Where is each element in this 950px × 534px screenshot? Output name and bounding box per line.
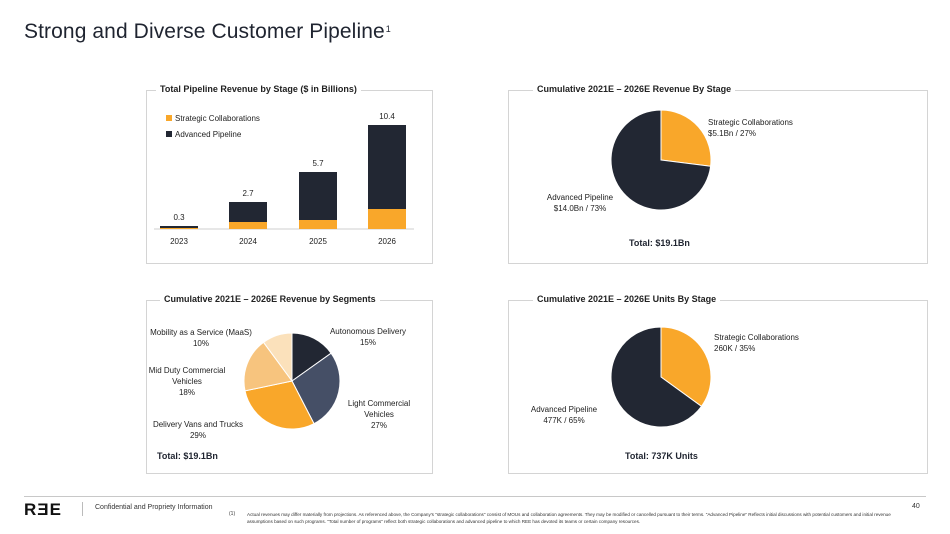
legend-swatch-strategic [166, 115, 172, 121]
segments-pie-slice-mobility-as-a-service-maas [262, 332, 293, 383]
bar-chart-title: Total Pipeline Revenue by Stage ($ in Bi… [156, 84, 361, 94]
bar-2025-advanced [299, 172, 337, 220]
x-tick-label-2024: 2024 [239, 237, 257, 246]
units-pie-total: Total: 737K Units [625, 451, 698, 461]
x-tick-label-2025: 2025 [309, 237, 327, 246]
units-pie-slice-advanced-pipeline [610, 326, 703, 428]
bar-chart: Strategic Collaborations Advanced Pipeli… [154, 112, 414, 246]
segments-pie-slice-mid-duty-commercial-vehicles [243, 341, 293, 392]
segments-pie-title: Cumulative 2021E – 2026E Revenue by Segm… [160, 294, 380, 304]
segments-pie-slice-light-commercial-vehicles [291, 352, 341, 425]
x-tick-label-2026: 2026 [378, 237, 396, 246]
page-title: Strong and Diverse Customer Pipeline1 [24, 20, 391, 43]
units-pie [610, 326, 712, 428]
units-pie-label-advanced: Advanced Pipeline 477K / 65% [530, 405, 598, 425]
bar-2026-advanced [368, 125, 406, 209]
stage-pie-slice-strategic-collaborations [660, 109, 712, 167]
stage-pie-panel [508, 90, 928, 264]
logo-separator [82, 502, 83, 516]
bar-2026-strategic [368, 209, 406, 229]
bar-2024-strategic [229, 222, 267, 229]
stage-pie-label-advanced: Advanced Pipeline $14.0Bn / 73% [546, 193, 614, 213]
units-pie-panel [508, 300, 928, 474]
title-footnote-marker: 1 [385, 24, 391, 34]
bar-total-label-2026: 10.4 [379, 112, 395, 121]
stage-pie-total: Total: $19.1Bn [629, 238, 690, 248]
page-number: 40 [912, 503, 920, 510]
ree-logo: RƎE [24, 500, 62, 519]
segment-label-maas: Mobility as a Service (MaaS) 10% [150, 328, 252, 348]
segment-label-mid-duty: Mid Duty Commercial Vehicles 18% [148, 366, 226, 397]
x-tick-label-2023: 2023 [170, 237, 188, 246]
segment-label-delivery-vans: Delivery Vans and Trucks 29% [152, 420, 244, 440]
segment-label-light-commercial: Light Commercial Vehicles 27% [347, 399, 411, 430]
footnote-text: Actual revenues may differ materially fr… [247, 512, 891, 524]
bar-2023-strategic [160, 228, 198, 229]
bar-2025-strategic [299, 220, 337, 229]
units-pie-slice-strategic-collaborations [660, 326, 712, 408]
stage-pie-slice-advanced-pipeline [610, 109, 712, 211]
bar-2024-advanced [229, 202, 267, 222]
segments-pie [243, 332, 341, 430]
footer-divider [24, 496, 926, 497]
stage-pie-title: Cumulative 2021E – 2026E Revenue By Stag… [533, 84, 736, 94]
units-pie-title: Cumulative 2021E – 2026E Units By Stage [533, 294, 721, 304]
bar-total-label-2025: 5.7 [312, 159, 324, 168]
legend-label-advanced: Advanced Pipeline [175, 130, 242, 139]
footnote-marker: (1) [229, 511, 236, 517]
segments-pie-total: Total: $19.1Bn [157, 451, 218, 461]
segment-label-autonomous: Autonomous Delivery 15% [329, 327, 407, 347]
legend-label-strategic: Strategic Collaborations [175, 114, 260, 123]
bar-total-label-2024: 2.7 [242, 189, 254, 198]
bar-2023-advanced [160, 226, 198, 228]
confidential-notice: Confidential and Propriety Information [95, 504, 213, 511]
stage-pie [610, 109, 712, 211]
segments-pie-slice-delivery-vans-and-trucks [244, 380, 315, 430]
legend-swatch-advanced [166, 131, 172, 137]
stage-pie-label-strategic: Strategic Collaborations $5.1Bn / 27% [708, 118, 793, 138]
units-pie-label-strategic: Strategic Collaborations 260K / 35% [714, 333, 799, 353]
bar-total-label-2023: 0.3 [173, 213, 185, 222]
